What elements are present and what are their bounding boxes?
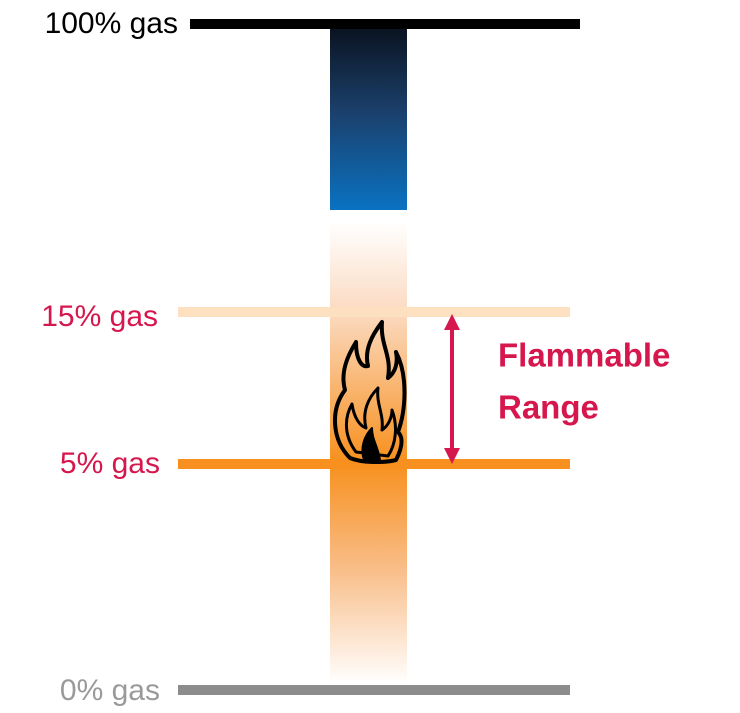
level-label: 15% gas <box>41 300 158 333</box>
level-label: 0% gas <box>60 674 160 707</box>
range-label: Range <box>498 389 599 426</box>
gas-column-top <box>330 28 407 210</box>
level-line-100 <box>190 19 580 29</box>
flame-icon <box>332 320 407 465</box>
level-line-15 <box>178 307 570 317</box>
level-label: 100% gas <box>45 7 178 40</box>
level-line-0 <box>178 685 570 695</box>
range-label: Flammable <box>498 337 670 374</box>
level-label: 5% gas <box>60 447 160 480</box>
